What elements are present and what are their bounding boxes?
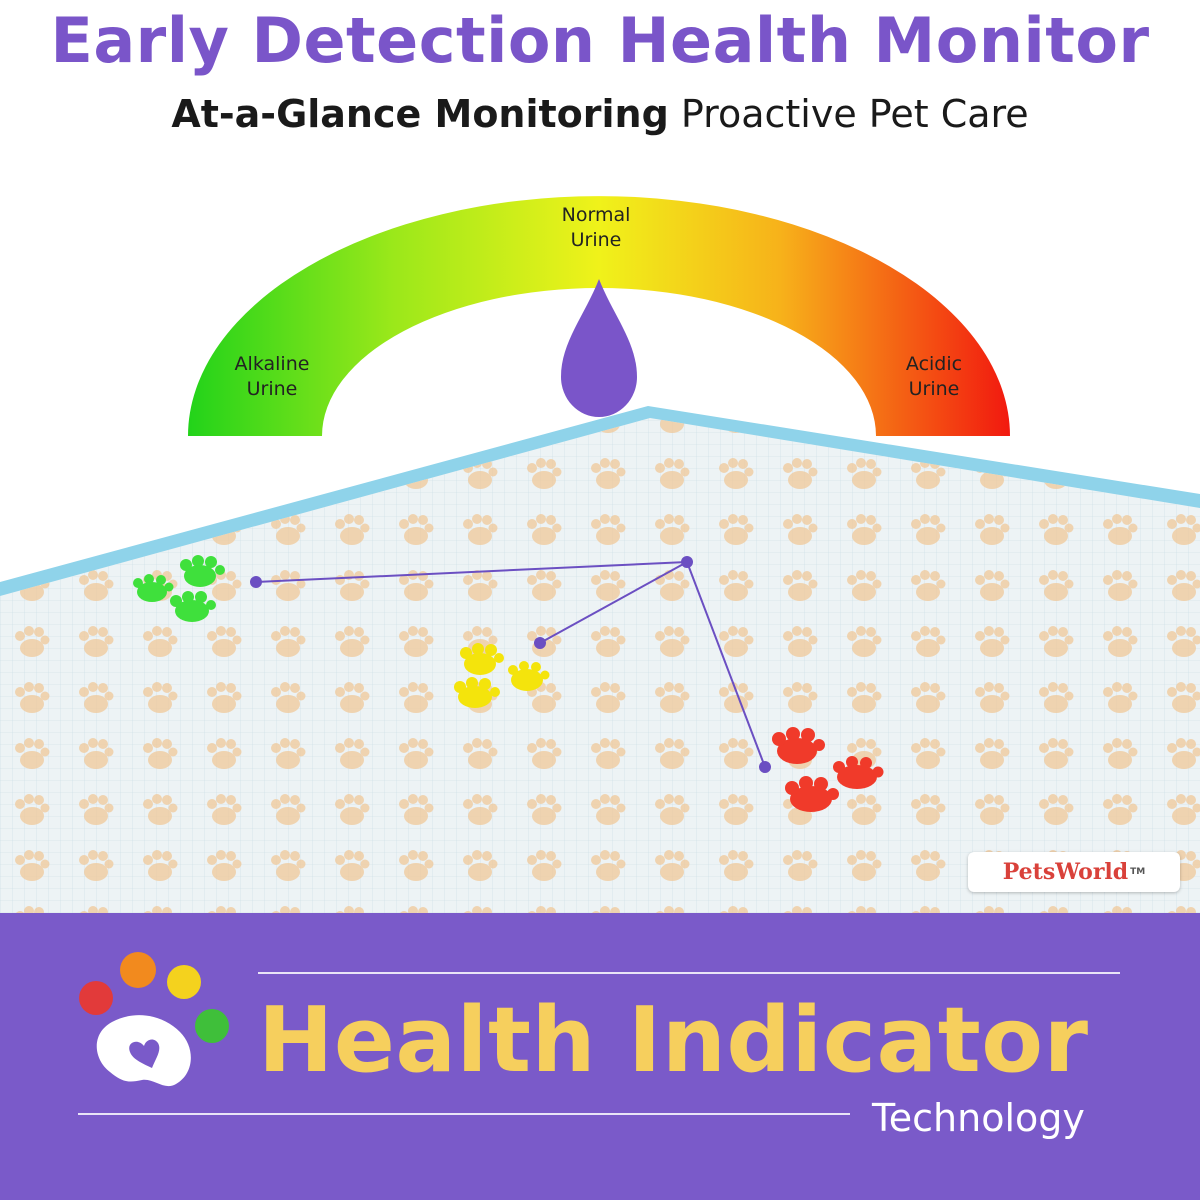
red-paw-prints	[772, 727, 884, 812]
pee-pad-mat	[0, 406, 1200, 913]
banner-subtitle: Technology	[872, 1096, 1085, 1140]
page-title: Early Detection Health Monitor	[50, 4, 1150, 77]
banner-title: Health Indicator	[258, 988, 1089, 1093]
urine-ph-gauge	[188, 196, 1010, 436]
subtitle-bold: At-a-Glance Monitoring	[171, 92, 669, 136]
green-paw-prints	[133, 555, 225, 622]
gauge-label-acidic: Acidic Urine	[905, 353, 963, 400]
page-subtitle: At-a-Glance Monitoring Proactive Pet Car…	[0, 92, 1200, 136]
yellow-paw-prints	[454, 643, 550, 708]
paw-heart-icon	[79, 952, 229, 1087]
bottom-banner	[0, 913, 1200, 1200]
banner-bottom-rule	[78, 1113, 850, 1115]
banner-top-rule	[258, 972, 1120, 974]
urine-drop-icon	[561, 279, 637, 417]
callout-lines	[250, 556, 771, 773]
subtitle-regular: Proactive Pet Care	[680, 92, 1029, 136]
gauge-label-alkaline: Alkaline Urine	[234, 353, 310, 400]
scene-illustration	[0, 196, 1200, 913]
gauge-label-normal: Normal Urine	[561, 204, 631, 251]
brand-logo: PetsWorld TM	[968, 852, 1180, 892]
